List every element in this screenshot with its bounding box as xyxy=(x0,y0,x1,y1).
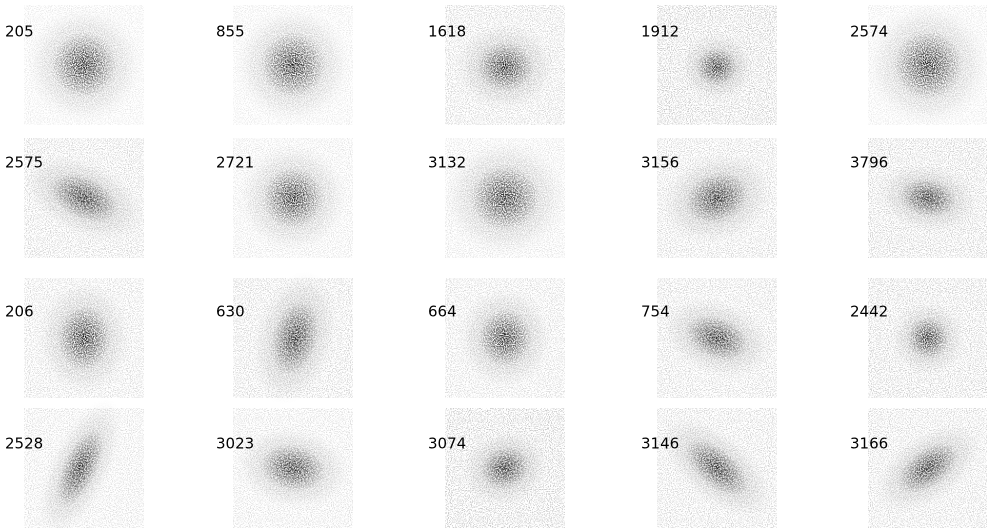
galaxy-panel: 3074 xyxy=(428,408,565,528)
galaxy-panel: 3156 xyxy=(641,137,786,260)
galaxy-figure: 205 855 1618 1912 2574 2575 2721 3132 3156 3796 20… xyxy=(0,0,987,528)
panel-label: 3156 xyxy=(641,154,679,172)
galaxy-panel: 3023 xyxy=(216,408,357,528)
panel-label: 1618 xyxy=(428,23,466,41)
panel-label: 1912 xyxy=(641,23,679,41)
galaxy-panel: 754 xyxy=(641,278,784,398)
panel-label: 855 xyxy=(216,23,245,41)
galaxy-panel: 3166 xyxy=(850,405,987,528)
galaxy-panel: 205 xyxy=(5,5,144,125)
panel-label: 3146 xyxy=(641,435,679,453)
galaxy-panel: 2528 xyxy=(5,387,144,528)
galaxy-panel: 2721 xyxy=(216,138,353,258)
panel-label: 3796 xyxy=(850,154,888,172)
panel-label: 3023 xyxy=(216,435,254,453)
panel-label: 2574 xyxy=(850,23,888,41)
galaxy-panel: 3796 xyxy=(850,138,987,258)
galaxy-panel: 630 xyxy=(216,262,353,414)
panel-label: 2528 xyxy=(5,435,43,453)
galaxy-panel: 664 xyxy=(428,278,565,398)
galaxy-panel: 3132 xyxy=(428,138,566,258)
galaxy-panel: 3146 xyxy=(641,398,791,528)
galaxy-panel: 206 xyxy=(5,278,144,398)
panel-label: 206 xyxy=(5,303,34,321)
galaxy-panel: 2574 xyxy=(850,4,987,126)
panel-label: 3074 xyxy=(428,435,466,453)
galaxy-panel: 2442 xyxy=(850,278,987,398)
galaxy-panel: 1912 xyxy=(641,5,777,125)
panel-label: 2575 xyxy=(5,154,43,172)
panel-label: 3132 xyxy=(428,154,466,172)
galaxy-panel: 855 xyxy=(216,5,353,125)
panel-label: 205 xyxy=(5,23,34,41)
galaxy-core xyxy=(50,31,118,99)
panel-label: 664 xyxy=(428,303,457,321)
galaxy-panel: 1618 xyxy=(428,5,565,125)
galaxy-core xyxy=(261,166,325,230)
panel-label: 630 xyxy=(216,303,245,321)
panel-label: 2442 xyxy=(850,303,888,321)
galaxy-core xyxy=(475,41,535,93)
galaxy-core xyxy=(56,304,112,372)
galaxy-core xyxy=(469,164,541,232)
galaxy-core xyxy=(477,308,533,368)
panel-label: 3166 xyxy=(850,435,888,453)
panel-label: 754 xyxy=(641,303,670,321)
galaxy-core xyxy=(259,31,327,99)
galaxy-core xyxy=(892,29,964,101)
galaxy-panel: 2575 xyxy=(5,137,158,259)
panel-label: 2721 xyxy=(216,154,254,172)
galaxy-core xyxy=(695,47,739,87)
galaxy-core xyxy=(906,316,950,360)
